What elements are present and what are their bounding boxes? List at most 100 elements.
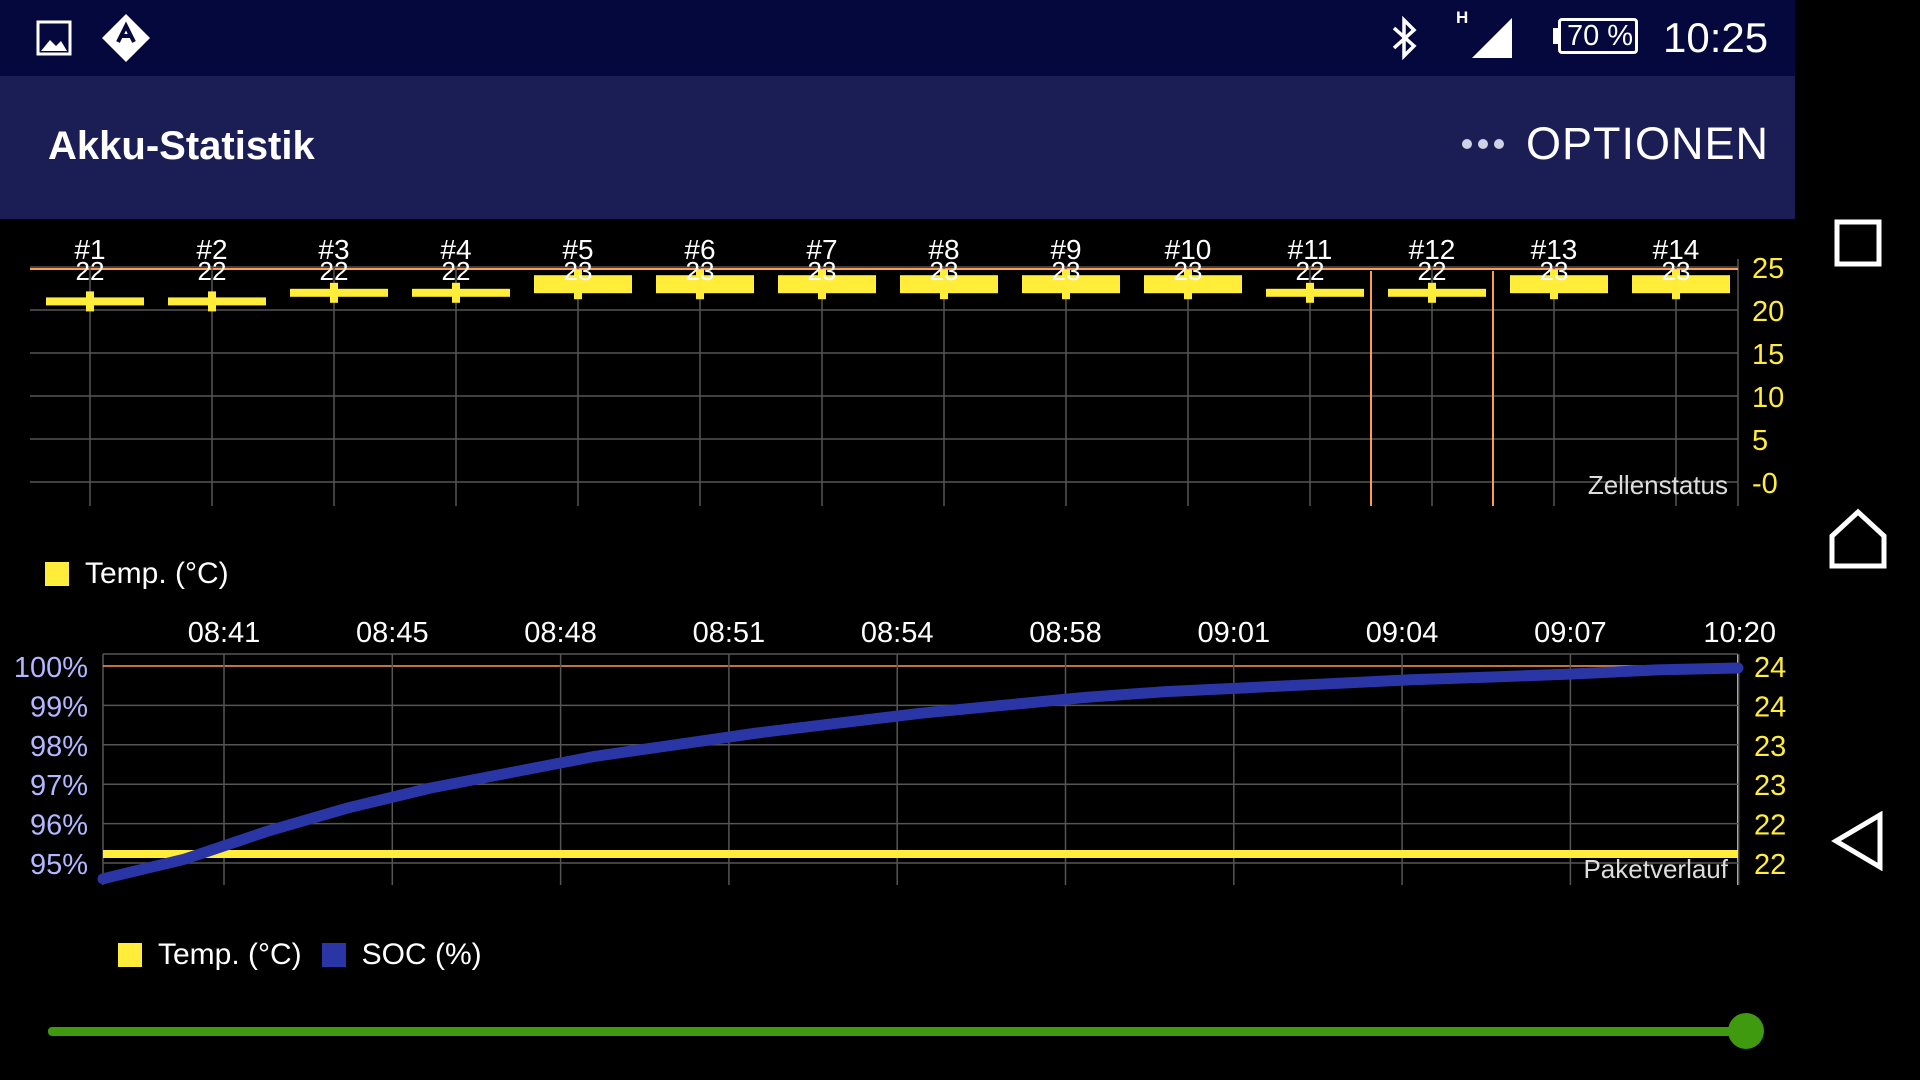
battery-percent: 70 %: [1566, 20, 1634, 52]
category-label: #4: [440, 234, 471, 265]
back-button[interactable]: [1825, 808, 1891, 874]
bar-marker: [452, 282, 460, 303]
legend-pack-chart: Temp. (°C) SOC (%): [118, 938, 482, 972]
back-icon: [1831, 811, 1883, 871]
category-label: #1: [74, 234, 105, 265]
legend-temp-label: Temp. (°C): [85, 557, 229, 590]
y-left-tick-label: 99%: [30, 691, 88, 723]
legend-temp-swatch: [118, 943, 142, 967]
bar-temp-cell-10: [1144, 275, 1242, 294]
bar-temp-cell-6: [656, 275, 754, 294]
bar-temp-cell-12: [1388, 288, 1486, 297]
series-line-soc: [97, 662, 1744, 885]
value-label: 23: [930, 256, 959, 286]
value-label: 23: [1540, 256, 1569, 286]
bar-temp-cell-5: [534, 275, 632, 294]
bar-marker: [818, 269, 826, 300]
value-label: 23: [1174, 256, 1203, 286]
bluetooth-icon: [1392, 16, 1417, 60]
y-right-tick-label: 24: [1754, 691, 1786, 723]
x-tick-label: 08:58: [1029, 617, 1102, 649]
y-right-tick-label: 22: [1754, 810, 1786, 842]
x-tick-label: 10:20: [1703, 617, 1776, 649]
bar-temp-cell-9: [1022, 275, 1120, 294]
y-right-tick-label: 23: [1754, 770, 1786, 802]
value-label: 23: [1662, 256, 1691, 286]
legend-cell-chart: Temp. (°C): [45, 557, 229, 591]
value-label: 23: [564, 256, 593, 286]
recents-icon: [1834, 219, 1882, 267]
x-tick-label: 09:04: [1366, 617, 1439, 649]
page-title: Akku-Statistik: [48, 124, 315, 168]
bar-marker: [1428, 282, 1436, 303]
options-menu-button[interactable]: OPTIONEN: [1461, 118, 1769, 170]
battery-icon: [1558, 18, 1638, 54]
legend-temp-label: Temp. (°C): [158, 938, 302, 971]
value-label: 23: [686, 256, 715, 286]
y-tick-label: -0: [1752, 468, 1778, 500]
bar-temp-cell-8: [900, 275, 998, 294]
value-label: 23: [1052, 256, 1081, 286]
bar-marker: [1062, 269, 1070, 300]
x-tick-label: 09:01: [1198, 617, 1271, 649]
value-label: 22: [76, 256, 105, 286]
bar-temp-cell-2: [168, 297, 266, 306]
category-label: #5: [562, 234, 593, 265]
value-label: 22: [320, 256, 349, 286]
time-seekbar-thumb[interactable]: [1728, 1013, 1764, 1049]
battery-tip: [1553, 28, 1559, 44]
y-right-tick-label: 24: [1754, 652, 1786, 684]
home-icon: [1829, 508, 1887, 569]
y-left-tick-label: 96%: [30, 810, 88, 842]
y-right-tick-label: 22: [1754, 849, 1786, 881]
app-notification-icon: [102, 14, 150, 62]
status-bar: H 70 % 10:25: [0, 0, 1795, 76]
home-button[interactable]: [1825, 506, 1891, 572]
bar-temp-cell-7: [778, 275, 876, 294]
y-tick-label: 10: [1752, 382, 1784, 414]
y-tick-label: 25: [1752, 253, 1784, 285]
bar-marker: [696, 269, 704, 300]
category-label: #14: [1653, 234, 1700, 265]
legend-temp-swatch: [45, 562, 69, 586]
category-label: #10: [1165, 234, 1212, 265]
bar-temp-cell-3: [290, 288, 388, 297]
chart-title: Paketverlauf: [1583, 854, 1728, 884]
bar-marker: [1672, 269, 1680, 300]
bar-temp-cell-14: [1632, 275, 1730, 294]
value-label: 22: [442, 256, 471, 286]
options-label: OPTIONEN: [1525, 118, 1769, 169]
recents-button[interactable]: [1825, 210, 1891, 276]
legend-soc-label: SOC (%): [361, 938, 482, 971]
y-left-tick-label: 100%: [14, 652, 88, 684]
time-seekbar-track[interactable]: [48, 1027, 1746, 1036]
x-tick-label: 09:07: [1534, 617, 1607, 649]
x-tick-label: 08:41: [188, 617, 261, 649]
value-label: 22: [198, 256, 227, 286]
bar-marker: [940, 269, 948, 300]
y-right-tick-label: 23: [1754, 731, 1786, 763]
bar-marker: [86, 291, 94, 312]
x-tick-label: 08:51: [693, 617, 766, 649]
y-tick-label: 5: [1752, 425, 1768, 457]
x-tick-label: 08:54: [861, 617, 934, 649]
category-label: #11: [1288, 234, 1333, 265]
category-label: #3: [318, 234, 349, 265]
pack-history-chart: 100% 24 99% 24 98% 23 97% 23 96% 22 95% 22 08:41 08:4…: [14, 617, 1786, 885]
y-tick-label: 15: [1752, 339, 1784, 371]
bar-temp-cell-13: [1510, 275, 1608, 294]
chart-title: Zellenstatus: [1588, 470, 1728, 500]
bar-marker: [1184, 269, 1192, 300]
category-label: #8: [928, 234, 959, 265]
navigation-bar: [1795, 0, 1920, 1080]
x-tick-label: 08:48: [524, 617, 597, 649]
category-label: #6: [684, 234, 715, 265]
value-label: 22: [1418, 256, 1447, 286]
legend-soc-swatch: [321, 943, 346, 967]
x-tick-label: 08:45: [356, 617, 429, 649]
value-label: 23: [808, 256, 837, 286]
more-dots-icon: [1461, 139, 1504, 149]
category-label: #13: [1531, 234, 1578, 265]
bar-marker: [1306, 282, 1314, 303]
category-label: #2: [196, 234, 227, 265]
